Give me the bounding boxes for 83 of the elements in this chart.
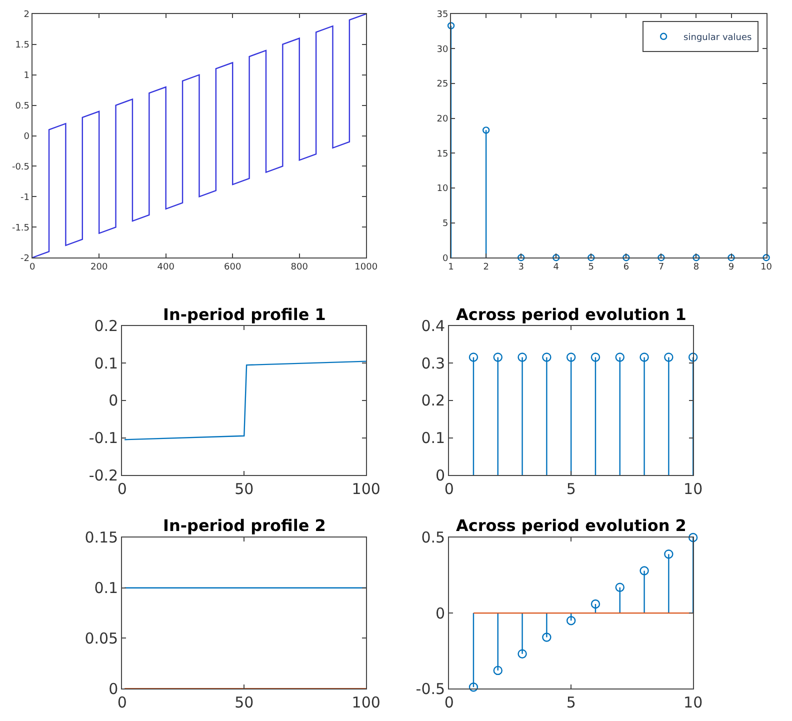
- x-tick-label: 50: [234, 694, 254, 712]
- x-tick-label: 400: [157, 262, 175, 272]
- x-tick-label: 8: [693, 262, 700, 272]
- x-tick-label: 4: [553, 262, 560, 272]
- x-tick-label: 800: [290, 262, 308, 272]
- y-tick-label: -2: [20, 254, 30, 264]
- y-tick-label: 0: [436, 604, 446, 622]
- point: [468, 682, 478, 692]
- x-tick-label: 9: [728, 262, 734, 272]
- line-series: [32, 14, 366, 258]
- x-tick-label: 2: [483, 262, 489, 272]
- x-tick-label: 50: [234, 480, 254, 498]
- point: [542, 632, 552, 642]
- point: [640, 566, 649, 576]
- y-tick-label: 0.1: [94, 579, 118, 598]
- x-tick-label: 5: [588, 262, 594, 272]
- x-tick-label: 10: [760, 262, 772, 272]
- y-tick-label: -0.5: [12, 162, 30, 172]
- point: [692, 254, 700, 262]
- point: [493, 666, 502, 676]
- y-tick-label: -1: [20, 192, 30, 203]
- point: [566, 616, 576, 626]
- y-tick-label: 0.2: [94, 317, 118, 336]
- point: [552, 254, 560, 262]
- y-tick-label: -0.2: [88, 466, 118, 484]
- x-tick-label: 600: [224, 262, 242, 272]
- y-tick-label: 30: [436, 44, 449, 55]
- point: [615, 582, 624, 592]
- x-tick-label: 100: [352, 480, 380, 498]
- y-tick-label: 15: [436, 149, 448, 160]
- y-tick-label: 20: [436, 114, 449, 124]
- y-tick-label: 0: [436, 466, 446, 484]
- point: [622, 254, 630, 262]
- x-tick-label: 10: [684, 694, 703, 712]
- y-tick-label: -1.5: [12, 223, 30, 234]
- chart-title: Across period evolution 2: [456, 516, 686, 535]
- legend-label: singular values: [684, 32, 752, 43]
- y-tick-label: 0: [108, 680, 118, 698]
- y-tick-label: 0.05: [84, 629, 118, 648]
- point: [658, 254, 665, 262]
- x-tick-label: 100: [352, 694, 380, 712]
- chart-title: In-period profile 1: [163, 305, 326, 324]
- point: [518, 649, 527, 658]
- y-tick-label: 35: [436, 10, 448, 20]
- y-tick-label: 0.5: [421, 528, 446, 547]
- point: [590, 599, 600, 609]
- x-tick-label: 10: [684, 480, 703, 498]
- line-series: [124, 360, 366, 440]
- x-tick-label: 6: [623, 262, 630, 272]
- y-tick-label: 0.1: [94, 354, 118, 372]
- y-tick-label: 25: [436, 80, 448, 90]
- y-tick-label: 0.2: [421, 392, 446, 410]
- y-tick-label: 1: [24, 70, 30, 81]
- point: [482, 126, 490, 134]
- x-tick-label: 3: [518, 262, 524, 272]
- y-tick-label: 1.5: [15, 40, 30, 50]
- y-tick-label: 0: [24, 132, 30, 142]
- y-tick-label: 0.1: [421, 429, 446, 448]
- point: [447, 22, 455, 30]
- chart-title: In-period profile 2: [163, 516, 326, 535]
- x-tick-label: 5: [566, 694, 576, 712]
- y-tick-label: 2: [24, 10, 30, 20]
- x-tick-label: 7: [658, 262, 664, 272]
- point: [728, 254, 735, 262]
- y-tick-label: -0.5: [416, 680, 446, 698]
- point: [762, 254, 770, 262]
- x-tick-label: 1000: [354, 262, 378, 272]
- point: [664, 549, 674, 559]
- point: [518, 254, 525, 262]
- y-tick-label: 0.5: [15, 101, 30, 112]
- y-tick-label: 10: [436, 184, 449, 194]
- chart-title: Across period evolution 1: [456, 305, 686, 324]
- x-tick-label: 200: [90, 262, 108, 272]
- point: [588, 254, 595, 262]
- y-tick-label: -0.1: [88, 429, 118, 448]
- y-tick-label: 5: [442, 218, 448, 229]
- y-tick-label: 0.15: [84, 528, 118, 547]
- y-tick-label: 0: [108, 392, 118, 410]
- y-tick-label: 0.3: [421, 354, 446, 372]
- y-tick-label: 0.4: [421, 317, 446, 336]
- y-tick-label: 0: [442, 254, 448, 264]
- x-tick-label: 5: [566, 480, 576, 498]
- point: [688, 532, 698, 542]
